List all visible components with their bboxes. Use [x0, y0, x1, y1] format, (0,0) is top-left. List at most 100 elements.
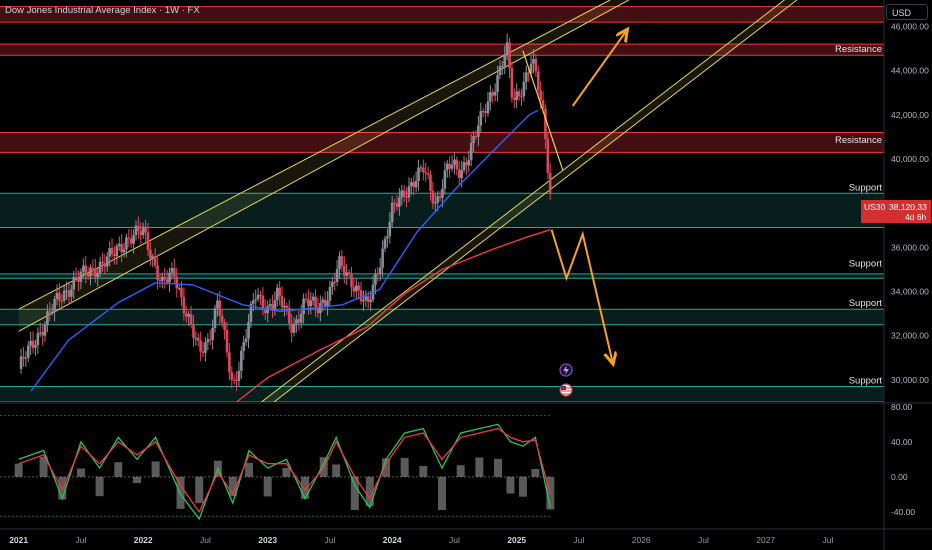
last-price-badge: US30 38,120.33 4d 6h — [861, 200, 931, 223]
candle-body — [201, 351, 205, 353]
candle-body — [161, 276, 164, 282]
candle-body — [414, 181, 418, 188]
candle-body — [170, 267, 174, 273]
candle-body — [388, 221, 392, 237]
candle-body — [127, 237, 131, 239]
candle-body — [89, 267, 92, 277]
candle-body — [271, 304, 274, 309]
candles-layer — [19, 33, 552, 391]
candle-body — [134, 225, 138, 236]
candle-body — [390, 202, 394, 222]
candle-body — [335, 269, 339, 282]
candle-body — [252, 300, 255, 304]
candle-body — [249, 303, 253, 323]
oscillator-histogram-bar — [95, 476, 104, 497]
oscillator-histogram-bar — [58, 476, 67, 500]
oscillator-histogram-bar — [14, 463, 23, 477]
candle-body — [259, 294, 262, 296]
candle-body — [445, 163, 449, 171]
candle-body — [369, 299, 372, 302]
channel-line — [18, 0, 629, 332]
candle-body — [58, 292, 61, 301]
candle-body — [319, 302, 322, 314]
candle-body — [496, 75, 499, 92]
price-badge-symbol: US30 — [864, 202, 886, 212]
time-axis-label: Jul — [823, 535, 834, 545]
candle-body — [48, 311, 52, 313]
candle-body — [486, 101, 490, 114]
candle-body — [548, 172, 552, 193]
resistance-zone — [0, 6, 884, 23]
candle-body — [137, 225, 140, 232]
candle-body — [60, 300, 64, 302]
candle-body — [77, 278, 80, 282]
currency-selector[interactable]: USD — [886, 4, 928, 20]
candle-body — [113, 254, 116, 257]
candle-body — [443, 170, 447, 189]
candle-body — [508, 42, 511, 69]
candle-body — [247, 322, 250, 339]
candle-body — [158, 280, 162, 282]
oscillator-histogram-bar — [381, 458, 390, 477]
oscillator-histogram-bar — [282, 467, 291, 477]
candle-body — [225, 329, 229, 353]
candle-body — [297, 319, 301, 323]
price-badge-value: 38,120.33 — [889, 202, 927, 212]
candle-body — [36, 333, 40, 346]
oscillator-red-line — [18, 427, 551, 514]
candle-body — [218, 300, 222, 316]
candle-body — [125, 237, 128, 250]
candle-body — [436, 196, 439, 203]
time-axis-label: Jul — [75, 535, 86, 545]
candle-body — [283, 305, 286, 308]
candle-body — [347, 272, 351, 275]
bullish-projection-arrow — [571, 31, 627, 107]
candle-body — [364, 296, 368, 301]
candle-body — [455, 159, 459, 170]
candle-body — [98, 261, 102, 273]
candle-body — [220, 315, 224, 323]
oscillator-histogram-bar — [365, 476, 374, 507]
candle-body — [345, 272, 349, 276]
candle-body — [177, 287, 181, 289]
price-axis-label: 44,000.00 — [891, 66, 929, 76]
candle-body — [410, 182, 413, 187]
candle-body — [38, 332, 42, 334]
candle-body — [457, 169, 461, 179]
candle-body — [86, 273, 90, 277]
candle-body — [132, 235, 135, 244]
candle-body — [441, 188, 444, 198]
candle-body — [240, 350, 243, 371]
candle-body — [460, 170, 463, 179]
candle-body — [263, 308, 267, 314]
oscillator-histogram-bar — [456, 465, 465, 477]
price-axis-label: 46,000.00 — [891, 22, 929, 32]
candle-body — [453, 159, 456, 165]
candle-body — [328, 286, 332, 301]
candle-body — [275, 287, 279, 301]
candle-body — [350, 274, 353, 288]
time-axis-label: Jul — [200, 535, 211, 545]
candle-body — [426, 173, 430, 175]
candle-body — [189, 314, 193, 325]
price-axis-label: 34,000.00 — [891, 287, 929, 297]
candle-body — [192, 324, 195, 338]
zone-label: Resistance — [835, 44, 882, 55]
candle-body — [67, 290, 71, 297]
oscillator-histogram-bar — [419, 465, 428, 477]
oscillator-histogram-bar — [228, 476, 237, 497]
channel-line — [261, 0, 785, 402]
candle-body — [532, 58, 535, 64]
time-axis-label: 2024 — [383, 535, 402, 545]
candle-body — [400, 190, 404, 198]
time-axis-label: 2022 — [134, 535, 153, 545]
candle-body — [505, 42, 509, 55]
candle-body — [304, 298, 308, 300]
candle-body — [359, 290, 363, 302]
candle-body — [26, 345, 30, 358]
candle-body — [462, 162, 466, 171]
candle-body — [194, 337, 198, 339]
candle-body — [122, 249, 126, 253]
candle-body — [24, 357, 28, 359]
